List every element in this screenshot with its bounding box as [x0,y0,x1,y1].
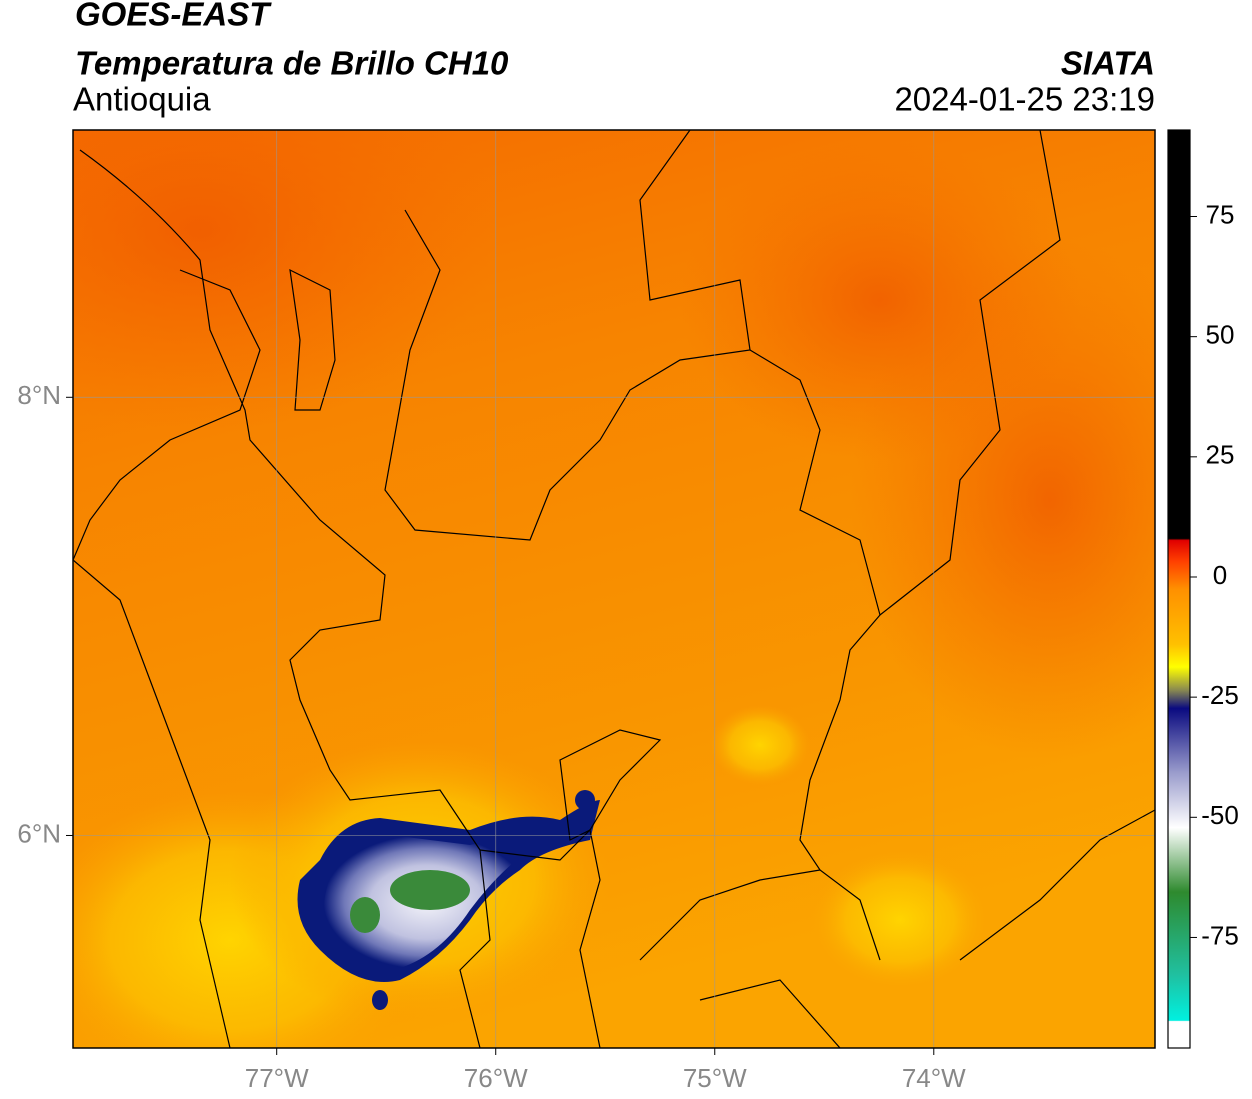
colorbar-tick-label: -50 [1201,800,1239,830]
map-frame [72,129,1156,1049]
timestamp: 2024-01-25 23:19 [894,81,1155,118]
colorbar-tick-label: 75 [1206,199,1235,229]
colorbar-tick-label: -75 [1201,920,1239,950]
grid [73,130,1155,1048]
colorbar [1167,129,1191,1049]
colorbar-tick-label: 0 [1213,560,1227,590]
colorbar-tick-label: 50 [1206,320,1235,350]
y-tick-label: 8°N [17,380,61,410]
title: GOES-EAST [75,0,272,33]
x-tick-label: 75°W [683,1063,747,1093]
x-tick-label: 76°W [464,1063,528,1093]
region: Antioquia [73,81,211,118]
source: SIATA [1061,45,1155,82]
borders [73,130,1155,1048]
subtitle: Temperatura de Brillo CH10 [75,45,509,82]
colorbar-tick-label: -25 [1201,680,1239,710]
x-tick-label: 74°W [902,1063,966,1093]
x-tick-label: 77°W [245,1063,309,1093]
y-tick-label: 6°N [17,818,61,848]
colorbar-tick-label: 25 [1206,440,1235,470]
map-image [73,130,1155,1048]
